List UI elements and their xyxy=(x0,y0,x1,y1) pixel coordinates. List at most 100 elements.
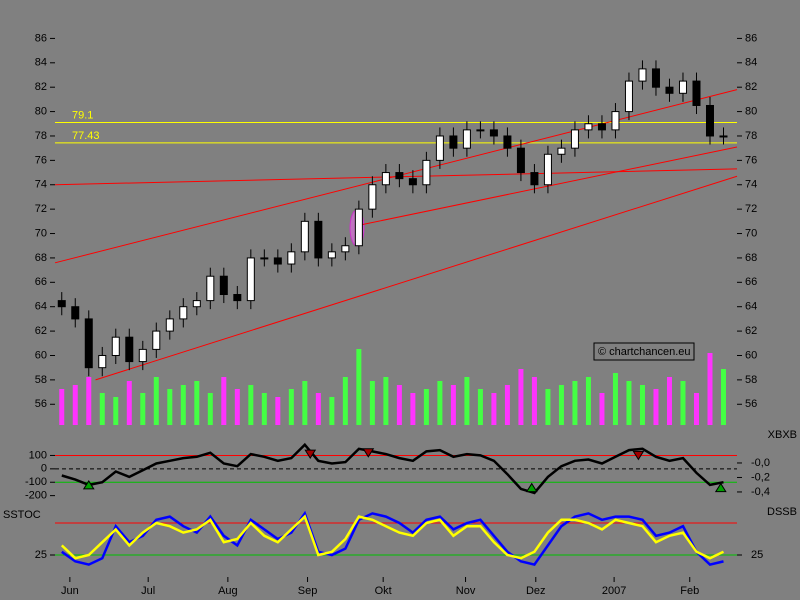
candle-body xyxy=(584,123,593,131)
volume-bar xyxy=(464,377,470,425)
candle-body xyxy=(516,147,525,174)
y2-tick-label: 84 xyxy=(745,57,757,69)
y2-tick-label: 56 xyxy=(745,398,757,410)
y2-tick-label: 66 xyxy=(745,276,757,288)
y-tick-label: 58 xyxy=(35,374,47,386)
y2-axis-label: DSSB xyxy=(767,506,797,518)
volume-bar xyxy=(437,381,443,425)
y2-tick-label: 64 xyxy=(745,301,757,313)
candle-body xyxy=(638,68,647,82)
volume-bar xyxy=(59,389,65,425)
candle-body xyxy=(395,172,404,180)
x-tick-label: Nov xyxy=(456,585,476,597)
signal xyxy=(304,449,317,460)
candle-body xyxy=(246,257,255,302)
candle-body xyxy=(354,208,363,247)
volume-bar xyxy=(261,393,267,425)
candle-body xyxy=(476,129,485,132)
candle-body xyxy=(165,318,174,332)
volume-bar xyxy=(626,381,632,425)
y2-tick-label: 72 xyxy=(745,203,757,215)
volume-bar xyxy=(113,397,119,425)
y-tick-label: 62 xyxy=(35,325,47,337)
volume-bar xyxy=(180,385,186,425)
y-tick-label: 84 xyxy=(35,57,47,69)
candle-body xyxy=(273,257,282,265)
volume-bar xyxy=(558,385,564,425)
volume-bar xyxy=(194,381,200,425)
volume-bar xyxy=(315,393,321,425)
volume-bar xyxy=(599,393,605,425)
y2-tick-label: 58 xyxy=(745,374,757,386)
volume-bar xyxy=(693,393,699,425)
y2-tick-label: 70 xyxy=(745,227,757,239)
volume-bar xyxy=(86,377,92,425)
volume-bar xyxy=(329,397,335,425)
y2-tick-label: 82 xyxy=(745,81,757,93)
y2-tick-label: -0,2 xyxy=(751,471,770,483)
volume-bar xyxy=(680,381,686,425)
y-tick-label: 56 xyxy=(35,398,47,410)
y-tick-label: 86 xyxy=(35,32,47,44)
y-tick-label: 66 xyxy=(35,276,47,288)
candle-body xyxy=(84,318,93,369)
candle-body xyxy=(381,172,390,186)
candle-body xyxy=(206,275,215,302)
candle-body xyxy=(530,172,539,186)
volume-bar xyxy=(585,377,591,425)
y2-tick-label: 25 xyxy=(751,549,763,561)
candle-body xyxy=(570,129,579,149)
volume-bar xyxy=(207,393,213,425)
volume-bar xyxy=(572,381,578,425)
y-tick-label: 72 xyxy=(35,203,47,215)
candle-body xyxy=(692,80,701,106)
x-tick-label: Dez xyxy=(526,585,546,597)
volume-bar xyxy=(369,381,375,425)
volume-bar xyxy=(410,393,416,425)
watermark-box xyxy=(593,342,695,361)
y2-tick-label: 78 xyxy=(745,130,757,142)
volume-bar xyxy=(531,377,537,425)
y-tick-label: 64 xyxy=(35,301,47,313)
volume-bar xyxy=(612,373,618,425)
x-tick-label: 2007 xyxy=(602,585,626,597)
volume-bar xyxy=(545,389,551,425)
volume-bar xyxy=(248,385,254,425)
candle-body xyxy=(597,123,606,131)
volume-bar xyxy=(288,389,294,425)
y-tick-label: 82 xyxy=(35,81,47,93)
volume-bar xyxy=(666,377,672,425)
volume-bar xyxy=(707,353,713,425)
candle-body xyxy=(462,129,471,149)
y-tick-label: -100 xyxy=(25,476,47,488)
volume-bar xyxy=(504,385,510,425)
x-tick-label: Sep xyxy=(298,585,318,597)
y-tick-label: 68 xyxy=(35,252,47,264)
y-tick-label: 74 xyxy=(35,179,47,191)
candle-body xyxy=(71,306,80,320)
volume-bar xyxy=(221,377,227,425)
candle-body xyxy=(543,153,552,186)
volume-bar xyxy=(342,377,348,425)
y-tick-label: 80 xyxy=(35,105,47,117)
indicator-line xyxy=(61,510,724,567)
candle-body xyxy=(327,251,336,259)
candle-body xyxy=(503,135,512,149)
indicator-line xyxy=(61,442,724,495)
volume-bar xyxy=(153,377,159,425)
candle-body xyxy=(98,354,107,369)
candle-body xyxy=(678,80,687,94)
trend-line xyxy=(360,146,738,226)
y-tick-label: 100 xyxy=(29,449,47,461)
volume-bar xyxy=(72,385,78,425)
volume-bar xyxy=(653,389,659,425)
y2-tick-label: 68 xyxy=(745,252,757,264)
y-tick-label: -200 xyxy=(25,490,47,502)
y2-tick-label: 76 xyxy=(745,154,757,166)
volume-bar xyxy=(396,385,402,425)
y-tick-label: 0 xyxy=(41,463,47,475)
volume-bar xyxy=(450,385,456,425)
candle-body xyxy=(219,275,228,296)
